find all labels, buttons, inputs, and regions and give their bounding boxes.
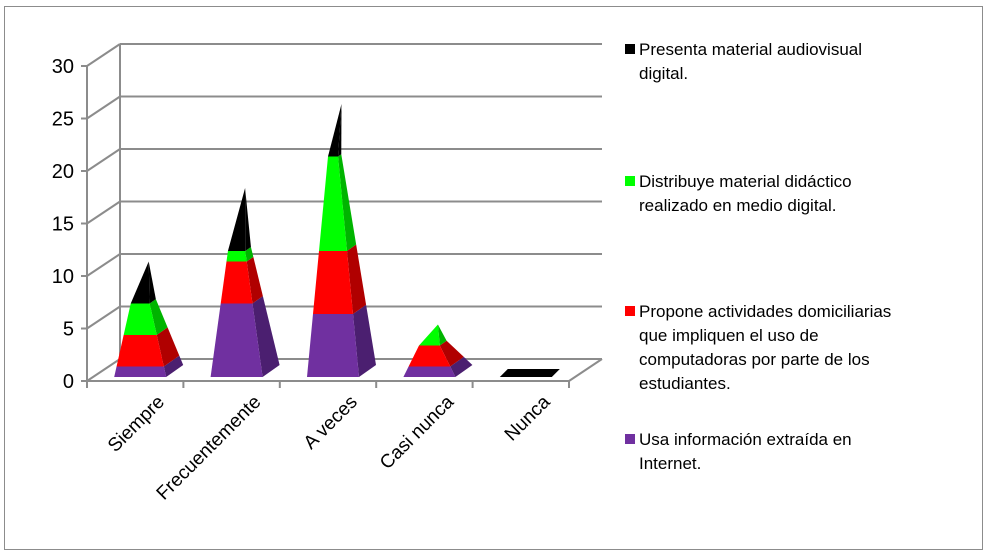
- pyramid-siempre-presenta-material-front: [130, 261, 150, 304]
- pyramid-casi-nunca-propone-actividades-front: [408, 345, 451, 367]
- legend-swatch-didactico: [625, 176, 635, 186]
- x-tick-label-nunca: Nunca: [501, 391, 555, 445]
- y-tick-label-3: 15: [52, 214, 74, 236]
- x-tick-label-siempre: Siempre: [104, 392, 169, 457]
- pyramid-a-veces-usa-informacion-side: [353, 304, 376, 377]
- pyramid-siempre-distribuye-material-side: [149, 299, 168, 335]
- y-tick-label-6: 30: [52, 56, 74, 78]
- legend-item-audiovisual: Presenta material audiovisual digital.: [625, 38, 955, 86]
- pyramid-frecuentemente-usa-informacion-side: [252, 296, 280, 377]
- pyramid-frecuentemente-presenta-material-front: [227, 188, 246, 251]
- pyramid-siempre-propone-actividades-side: [156, 327, 180, 367]
- legend-label-domiciliarias: Propone actividades domiciliarias que im…: [639, 302, 892, 393]
- pyramid-siempre-presenta-material-side: [148, 261, 156, 304]
- legend-label-audiovisual: Presenta material audiovisual digital.: [639, 40, 863, 83]
- legend-item-internet: Usa información extraída en Internet.: [625, 428, 955, 476]
- legend-swatch-audiovisual: [625, 44, 635, 54]
- pyramid-casi-nunca-propone-actividades-side: [439, 340, 464, 367]
- pyramid-frecuentemente-distribuye-material-front: [226, 251, 247, 262]
- pyramid-siempre-propone-actividades-front: [116, 335, 164, 367]
- pyramid-siempre-usa-informacion-front: [114, 366, 167, 377]
- y-tick-label-2: 10: [52, 266, 74, 288]
- pyramid-siempre-usa-informacion-side: [163, 355, 184, 377]
- legend-item-didactico: Distribuye material didáctico realizado …: [625, 170, 955, 218]
- pyramid-a-veces-distribuye-material-side: [338, 154, 357, 251]
- y-tick-label-0: 0: [63, 371, 74, 393]
- pyramid-frecuentemente-distribuye-material-side: [245, 247, 254, 262]
- pyramid-nunca-zero-base: [499, 369, 560, 377]
- legend-label-internet: Usa información extraída en Internet.: [639, 430, 852, 473]
- y-tick-label-5: 25: [52, 109, 74, 131]
- pyramid-frecuentemente-propone-actividades-front: [220, 261, 253, 304]
- pyramid-frecuentemente-presenta-material-side: [245, 188, 251, 251]
- gridline-side-6: [86, 43, 121, 67]
- y-tick-label-1: 5: [63, 319, 74, 341]
- gridline-side-3: [86, 200, 121, 225]
- gridline-side-4: [86, 148, 121, 172]
- x-tick-label-casi-nunca: Casi nunca: [376, 391, 458, 473]
- pyramid-frecuentemente-usa-informacion-front: [210, 303, 263, 377]
- gridline-side-1: [86, 305, 121, 330]
- pyramid-casi-nunca-distribuye-material-front: [419, 324, 440, 346]
- pyramid-siempre-distribuye-material-front: [123, 303, 157, 335]
- pyramid-a-veces-presenta-material-front: [328, 104, 342, 157]
- pyramid-a-veces-propone-actividades-front: [313, 251, 353, 314]
- pyramid-casi-nunca-usa-informacion-side: [450, 356, 473, 377]
- y-tick-label-4: 20: [52, 161, 74, 183]
- pyramid-a-veces-propone-actividades-side: [347, 244, 367, 314]
- legend-label-didactico: Distribuye material didáctico realizado …: [639, 172, 852, 215]
- legend-swatch-internet: [625, 434, 635, 444]
- legend-item-domiciliarias: Propone actividades domiciliarias que im…: [625, 300, 955, 396]
- pyramid-casi-nunca-usa-informacion-front: [403, 366, 456, 377]
- x-tick-label-frecuentemente: Frecuentemente: [153, 392, 266, 505]
- pyramid-a-veces-usa-informacion-front: [307, 314, 359, 377]
- pyramid-frecuentemente-propone-actividades-side: [246, 256, 263, 304]
- gridline-side-5: [86, 95, 121, 120]
- gridline-side-2: [86, 253, 121, 277]
- gridline-side-0: [86, 358, 121, 382]
- pyramid-casi-nunca-distribuye-material-side: [437, 324, 447, 346]
- pyramid-a-veces-distribuye-material-front: [319, 156, 347, 251]
- floor-side-edge: [568, 358, 603, 382]
- x-tick-label-a-veces: A veces: [300, 392, 362, 454]
- legend-swatch-domiciliarias: [625, 306, 635, 316]
